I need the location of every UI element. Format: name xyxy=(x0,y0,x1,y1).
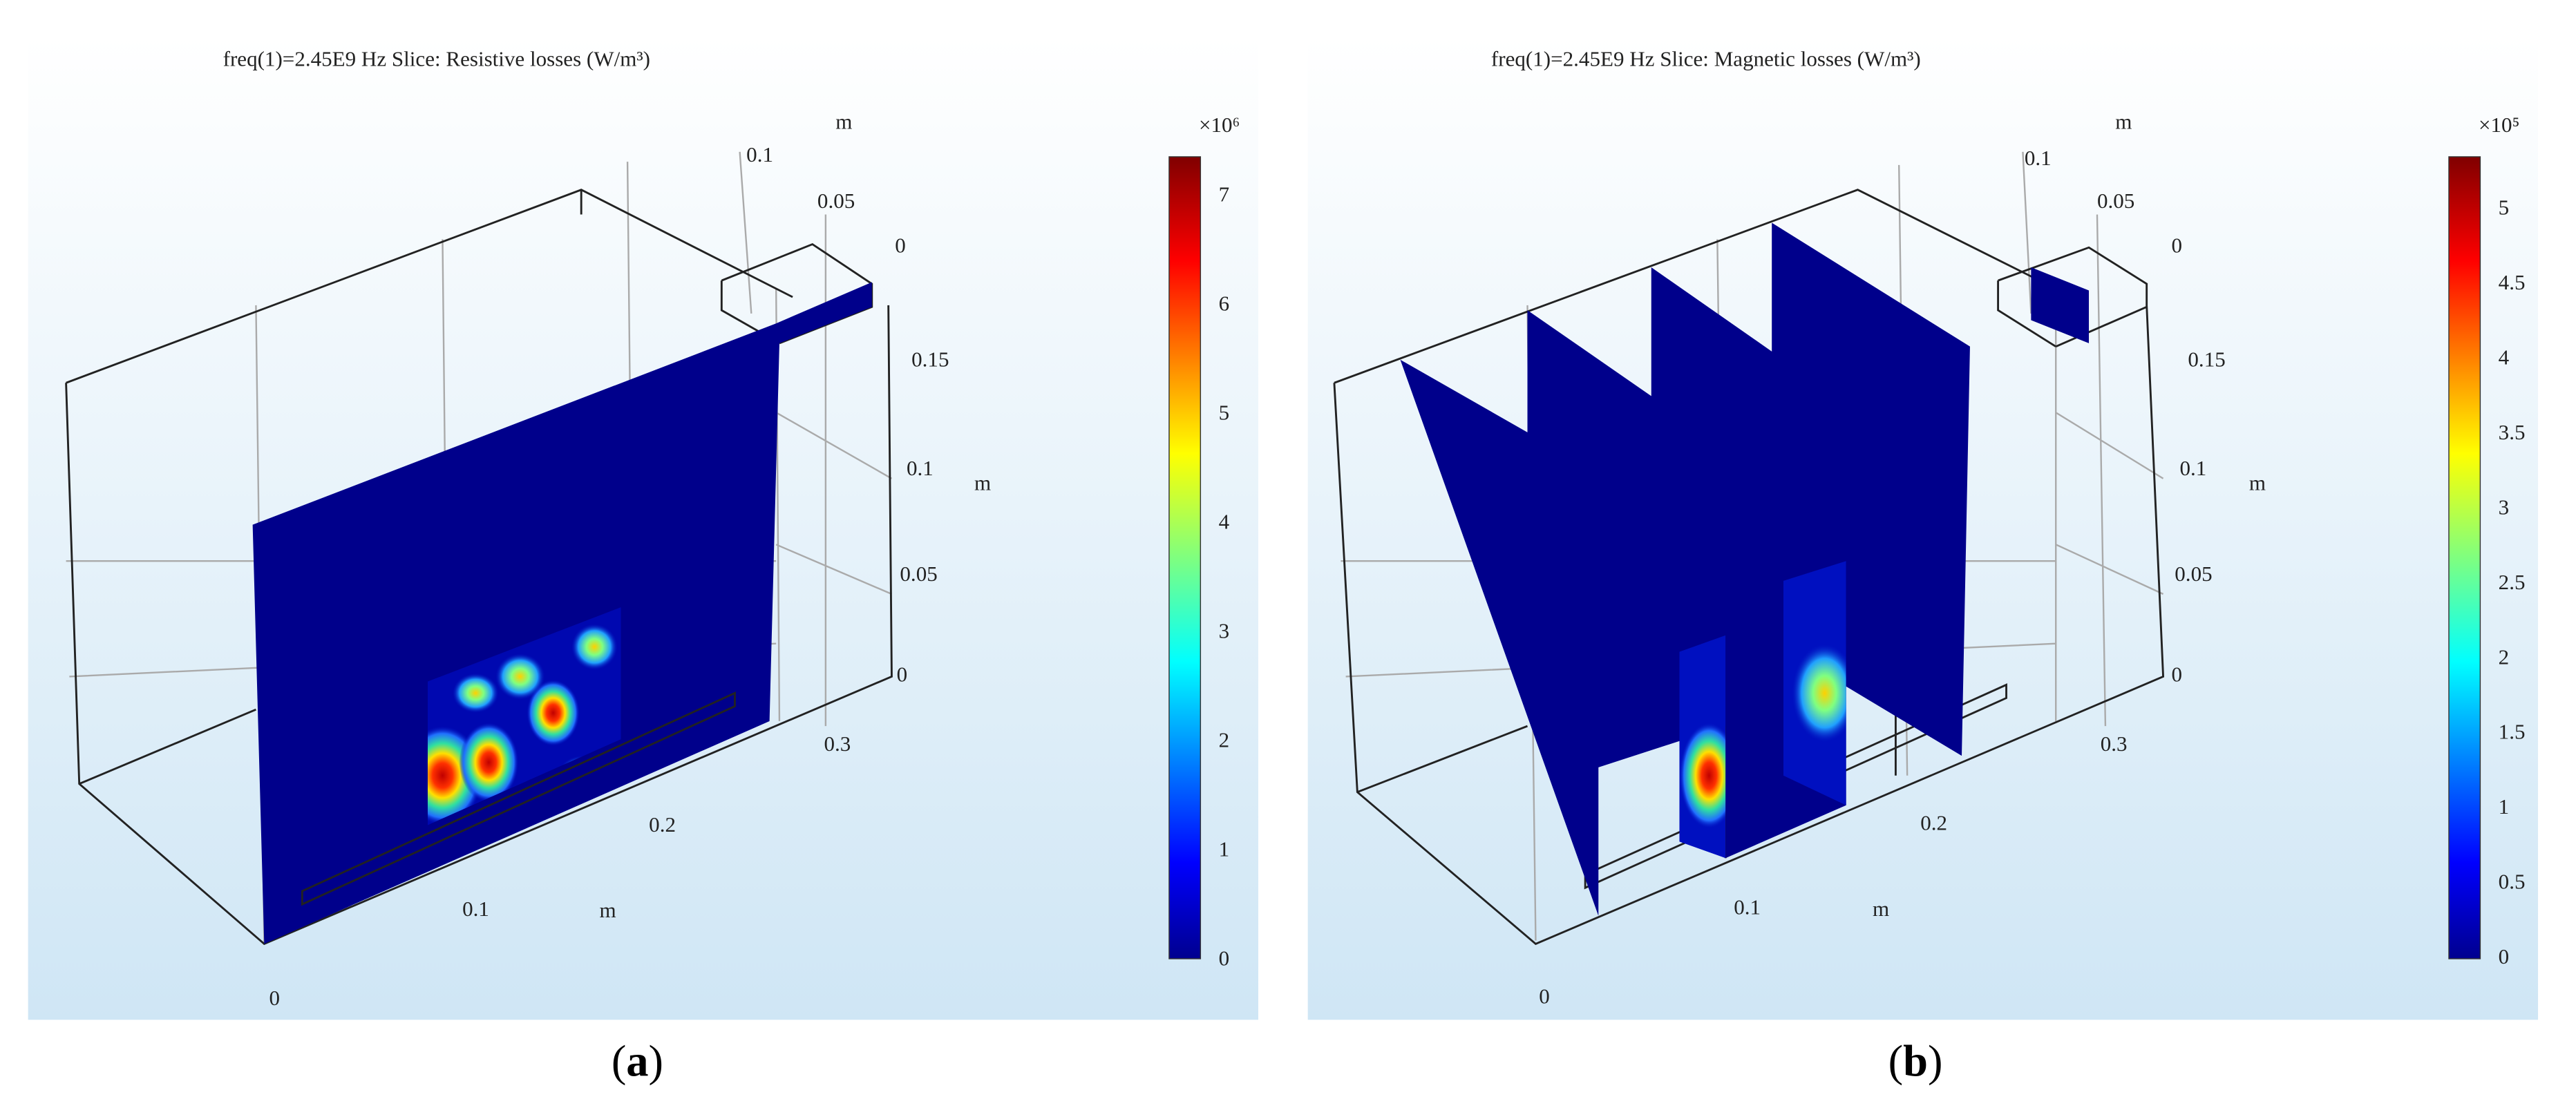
axis-tick-label: 0.1 xyxy=(907,456,934,480)
axis-tick-label: 0 xyxy=(269,986,281,1010)
caption-part: ( xyxy=(612,1037,626,1086)
colorbar-tick-label: 0 xyxy=(2499,944,2510,968)
axis-label: m xyxy=(974,471,991,495)
caption-part: ( xyxy=(1888,1037,1903,1086)
colorbar-tick-label: 1 xyxy=(1219,837,1230,861)
axis-label: m xyxy=(835,109,852,133)
axis-tick-label: 0 xyxy=(895,233,906,258)
axis-label: m xyxy=(2115,109,2132,133)
colorbar-tick-label: 3 xyxy=(1219,618,1230,642)
colorbar-tick-label: 5 xyxy=(1219,400,1230,424)
panel-caption: (b) xyxy=(1888,1037,1943,1086)
axis-tick-label: 0.1 xyxy=(2179,456,2206,480)
axis-label: m xyxy=(1873,897,1889,921)
panel-b xyxy=(1307,36,2539,1020)
axis-tick-label: 0.05 xyxy=(817,189,855,213)
tray xyxy=(301,691,736,906)
colorbar-tick-label: 6 xyxy=(1219,291,1230,315)
caption-part: a xyxy=(626,1037,648,1086)
plot-title: freq(1)=2.45E9 Hz Slice: Resistive losse… xyxy=(223,47,650,71)
colorbar xyxy=(1168,156,1202,959)
colorbar-tick-label: 2 xyxy=(2499,644,2510,669)
colorbar-tick-label: 4 xyxy=(2499,345,2510,369)
colorbar xyxy=(2448,156,2481,959)
axis-tick-label: 0.1 xyxy=(462,897,489,921)
colorbar-tick-label: 0 xyxy=(1219,946,1230,971)
axis-tick-label: 0.15 xyxy=(911,347,949,371)
caption-part: b xyxy=(1903,1037,1928,1086)
caption-part: ) xyxy=(1928,1037,1942,1086)
axis-tick-label: 0.1 xyxy=(2025,146,2052,170)
colorbar-tick-label: 3 xyxy=(2499,495,2510,519)
colorbar-tick-label: 4 xyxy=(1219,509,1230,533)
slice-port xyxy=(2031,267,2090,343)
panel-caption: (a) xyxy=(612,1037,663,1086)
axis-tick-label: 0.2 xyxy=(1920,811,1947,835)
caption-part: ) xyxy=(649,1037,663,1086)
colorbar-tick-label: 4.5 xyxy=(2499,270,2526,294)
axis-tick-label: 0.2 xyxy=(649,812,676,837)
axis-tick-label: 0.15 xyxy=(2188,347,2225,371)
axis-tick-label: 0.3 xyxy=(824,732,851,756)
colorbar-tick-label: 2.5 xyxy=(2499,570,2526,594)
axis-label: m xyxy=(599,898,616,922)
axis-tick-label: 0.05 xyxy=(900,562,937,586)
colorbar-tick-label: 0.5 xyxy=(2499,870,2526,894)
colorbar-tick-label: 1.5 xyxy=(2499,720,2526,744)
axis-tick-label: 0.05 xyxy=(2175,562,2212,586)
colorbar-multiplier: ×10⁶ xyxy=(1199,113,1240,137)
colorbar-tick-label: 2 xyxy=(1219,727,1230,752)
axis-tick-label: 0.3 xyxy=(2101,732,2128,756)
colorbar-tick-label: 7 xyxy=(1219,182,1230,206)
colorbar-tick-label: 3.5 xyxy=(2499,420,2526,444)
panel-a xyxy=(28,36,1258,1020)
hotspot xyxy=(1783,561,1846,805)
axis-label: m xyxy=(2249,471,2266,495)
axis-tick-label: 0.1 xyxy=(746,142,773,166)
axis-tick-label: 0.1 xyxy=(1734,895,1761,919)
axis-tick-label: 0 xyxy=(897,662,908,687)
colorbar-tick-label: 1 xyxy=(2499,794,2510,819)
axis-tick-label: 0 xyxy=(1539,984,1550,1008)
plot-title: freq(1)=2.45E9 Hz Slice: Magnetic losses… xyxy=(1491,47,1921,71)
hotspot xyxy=(1679,635,1726,859)
colorbar-multiplier: ×10⁵ xyxy=(2479,113,2519,137)
colorbar-tick-label: 5 xyxy=(2499,195,2510,220)
axis-tick-label: 0 xyxy=(2172,233,2183,258)
slice xyxy=(252,282,872,944)
axis-tick-label: 0 xyxy=(2172,662,2183,687)
axis-tick-label: 0.05 xyxy=(2097,189,2134,213)
